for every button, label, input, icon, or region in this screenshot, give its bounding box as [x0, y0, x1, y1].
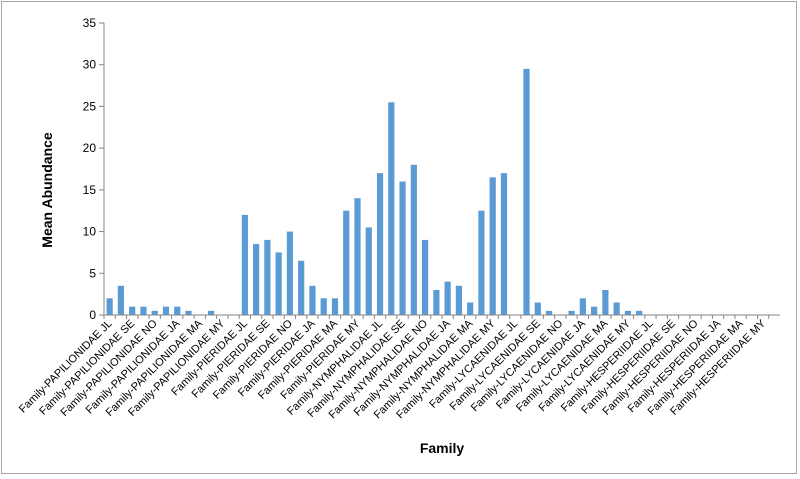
y-tick-label: 15 [83, 183, 97, 197]
bar [331, 298, 339, 315]
bar [399, 181, 406, 315]
bar [433, 289, 440, 315]
bar [545, 310, 553, 315]
bar [162, 306, 170, 315]
bar [500, 173, 508, 315]
bar [376, 173, 384, 315]
bar [444, 281, 451, 315]
bar [174, 306, 181, 315]
x-tick-labels: Family-PAPILIONIDAE JLFamily-PAPILIONIDA… [17, 315, 770, 421]
bar [286, 231, 293, 315]
bar [343, 210, 350, 315]
bar [309, 285, 316, 315]
bar [151, 310, 158, 315]
x-axis-title: Family [420, 440, 465, 456]
y-tick-label: 20 [83, 141, 97, 155]
bar [467, 302, 474, 315]
y-tick-label: 5 [89, 266, 96, 280]
bar [275, 252, 282, 315]
bar [185, 310, 192, 315]
bar [354, 198, 361, 315]
bar [602, 289, 609, 315]
bar [568, 310, 575, 315]
bar [579, 298, 586, 315]
bar [636, 310, 643, 315]
bar [264, 239, 271, 315]
y-tick-label: 25 [83, 99, 97, 113]
bar [534, 302, 541, 315]
bar [489, 177, 496, 315]
bar [253, 244, 260, 315]
y-tick-label: 30 [83, 58, 97, 72]
y-axis-title: Mean Abundance [39, 132, 55, 248]
bar [117, 285, 124, 315]
bar [591, 306, 598, 315]
bar [422, 239, 429, 315]
y-tick-label: 0 [89, 308, 96, 322]
bar [207, 310, 215, 315]
bar [410, 164, 417, 315]
bar [624, 310, 631, 315]
bar [106, 298, 113, 315]
bar [523, 68, 530, 315]
bar [298, 260, 305, 315]
bar [320, 298, 327, 315]
bar [388, 102, 395, 315]
bar [455, 285, 462, 315]
bars-group [106, 68, 643, 315]
bar [241, 214, 248, 315]
y-tick-labels: 0 5 10 15 20 25 30 35 [83, 16, 104, 322]
y-tick-label: 10 [83, 225, 97, 239]
bar [478, 210, 485, 315]
y-tick-label: 35 [83, 16, 97, 30]
bar [613, 302, 620, 315]
bar [140, 306, 147, 315]
bar [365, 227, 372, 315]
bar [129, 306, 136, 315]
